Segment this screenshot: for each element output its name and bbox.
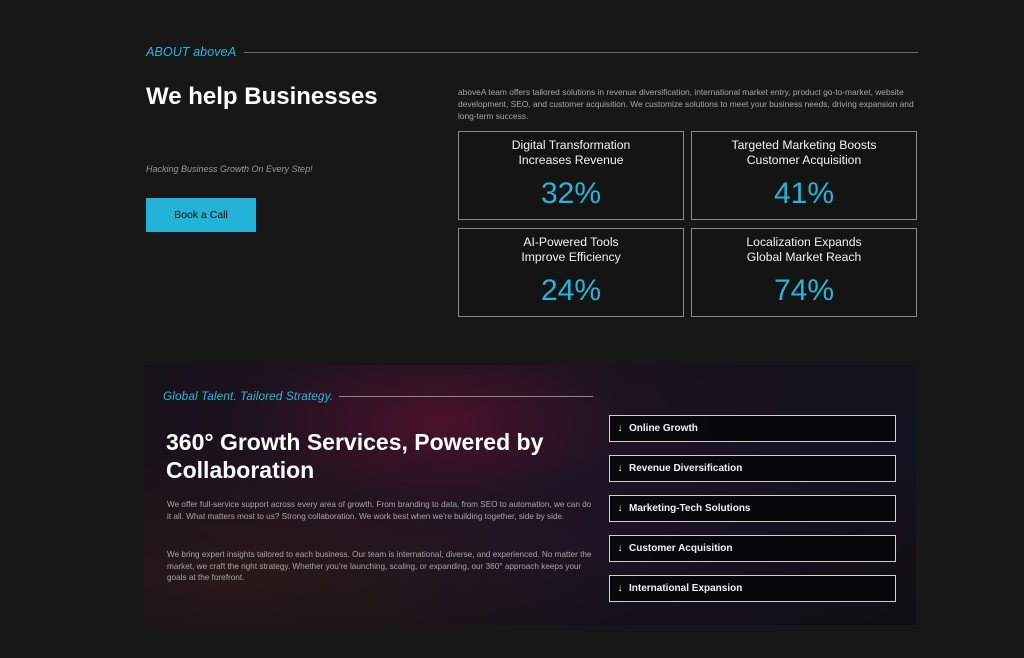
accordion-item-customer-acquisition[interactable]: ↓ Customer Acquisition [609,535,896,562]
book-a-call-button[interactable]: Book a Call [146,198,256,232]
stat-value: 32% [540,177,602,210]
about-eyebrow: ABOUT aboveA [146,44,918,60]
about-tagline: Hacking Business Growth On Every Step! [146,164,313,174]
stat-card: Targeted Marketing Boosts Customer Acqui… [691,131,917,220]
services-eyebrow-text: Global Talent. Tailored Strategy. [163,389,334,403]
stat-card: Digital Transformation Increases Revenue… [458,131,684,220]
stat-title: AI-Powered Tools Improve Efficiency [521,235,621,264]
services-heading: 360° Growth Services, Powered by Collabo… [166,429,544,483]
arrow-down-icon: ↓ [617,583,623,594]
arrow-down-icon: ↓ [617,463,623,474]
stat-title: Targeted Marketing Boosts Customer Acqui… [731,138,877,167]
accordion-item-label: Revenue Diversification [629,463,743,474]
accordion-item-label: Customer Acquisition [629,543,733,554]
stat-card: Localization Expands Global Market Reach… [691,228,917,317]
accordion-item-label: Online Growth [629,423,698,434]
stat-value: 74% [773,274,835,307]
stat-value: 24% [540,274,602,307]
accordion-item-revenue-diversification[interactable]: ↓ Revenue Diversification [609,455,896,482]
services-section: Global Talent. Tailored Strategy. 360° G… [144,365,916,625]
accordion-item-international-expansion[interactable]: ↓ International Expansion [609,575,896,602]
services-eyebrow-divider [339,395,593,397]
accordion-item-marketing-tech-solutions[interactable]: ↓ Marketing-Tech Solutions [609,495,896,522]
services-paragraph: We offer full-service support across eve… [167,500,592,521]
stat-title: Digital Transformation Increases Revenue [511,138,631,167]
about-heading: We help Businesses [146,83,378,110]
about-eyebrow-text: ABOUT aboveA [146,45,237,59]
services-eyebrow: Global Talent. Tailored Strategy. [163,389,593,403]
stats-grid: Digital Transformation Increases Revenue… [458,131,917,318]
stat-card: AI-Powered Tools Improve Efficiency 24% [458,228,684,317]
about-eyebrow-divider [244,51,918,53]
arrow-down-icon: ↓ [617,423,623,434]
services-paragraph: We bring expert insights tailored to eac… [167,550,592,582]
accordion-item-label: International Expansion [629,583,743,594]
accordion-item-online-growth[interactable]: ↓ Online Growth [609,415,896,442]
accordion-item-label: Marketing-Tech Solutions [629,503,751,514]
stat-value: 41% [773,177,835,210]
stat-title: Localization Expands Global Market Reach [746,235,862,264]
arrow-down-icon: ↓ [617,543,623,554]
about-description: aboveA team offers tailored solutions in… [458,87,914,121]
arrow-down-icon: ↓ [617,503,623,514]
